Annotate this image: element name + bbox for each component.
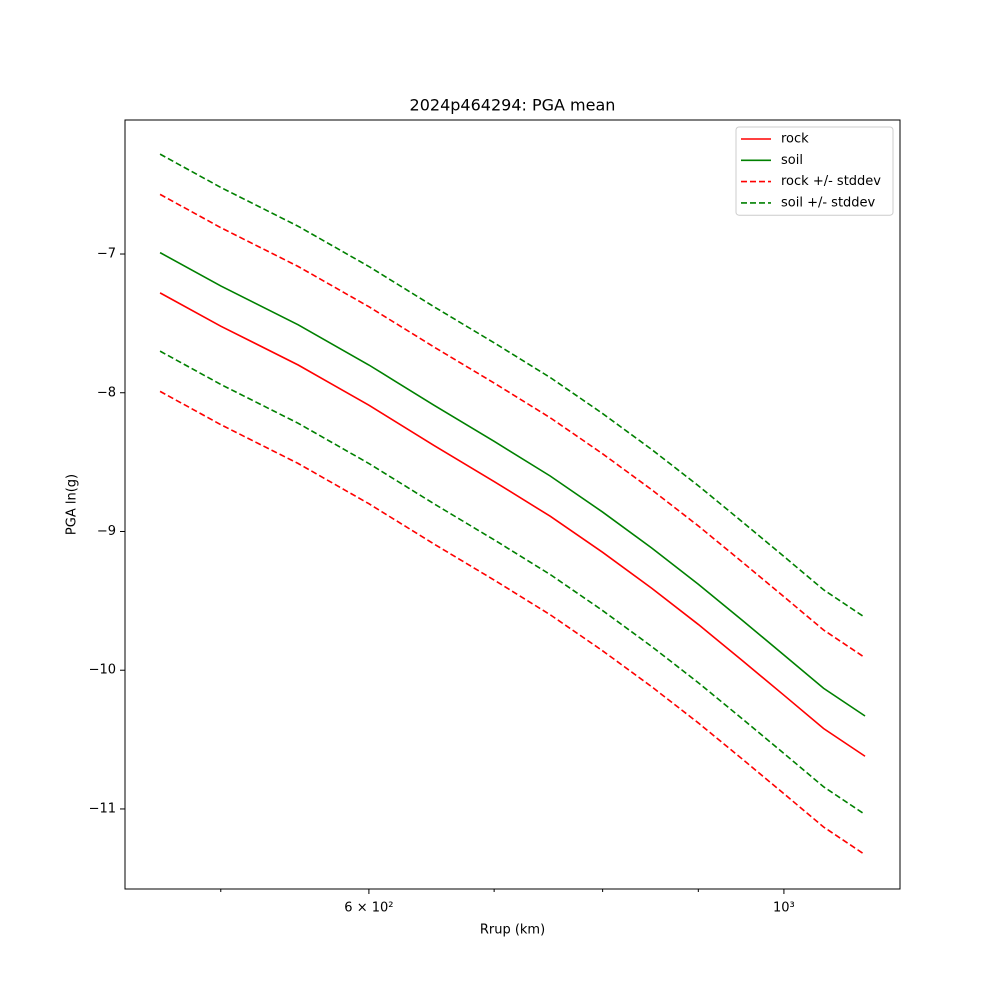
legend-label: rock (781, 132, 809, 147)
series-line (159, 390, 866, 856)
y-tick-label: −10 (89, 663, 116, 678)
y-tick-label: −8 (97, 385, 116, 400)
plot-frame (124, 119, 901, 890)
x-tick-label: 6 × 10² (344, 901, 393, 916)
legend-box (735, 126, 894, 216)
series-line (159, 292, 866, 757)
legend-label: rock +/- stddev (781, 174, 881, 189)
x-tick-label: 10³ (773, 901, 795, 916)
series-line (159, 153, 866, 619)
legend-label: soil +/- stddev (781, 195, 876, 210)
y-tick-label: −9 (97, 524, 116, 539)
series-line (159, 193, 866, 659)
y-axis-label: PGA ln(g) (65, 474, 80, 535)
series-line (159, 350, 866, 816)
series-line (159, 251, 866, 717)
x-axis-label: Rrup (km) (480, 923, 545, 938)
chart-title: 2024p464294: PGA mean (410, 96, 616, 115)
y-tick-label: −11 (89, 801, 116, 816)
legend-label: soil (781, 153, 803, 168)
y-tick-label: −7 (97, 247, 116, 262)
